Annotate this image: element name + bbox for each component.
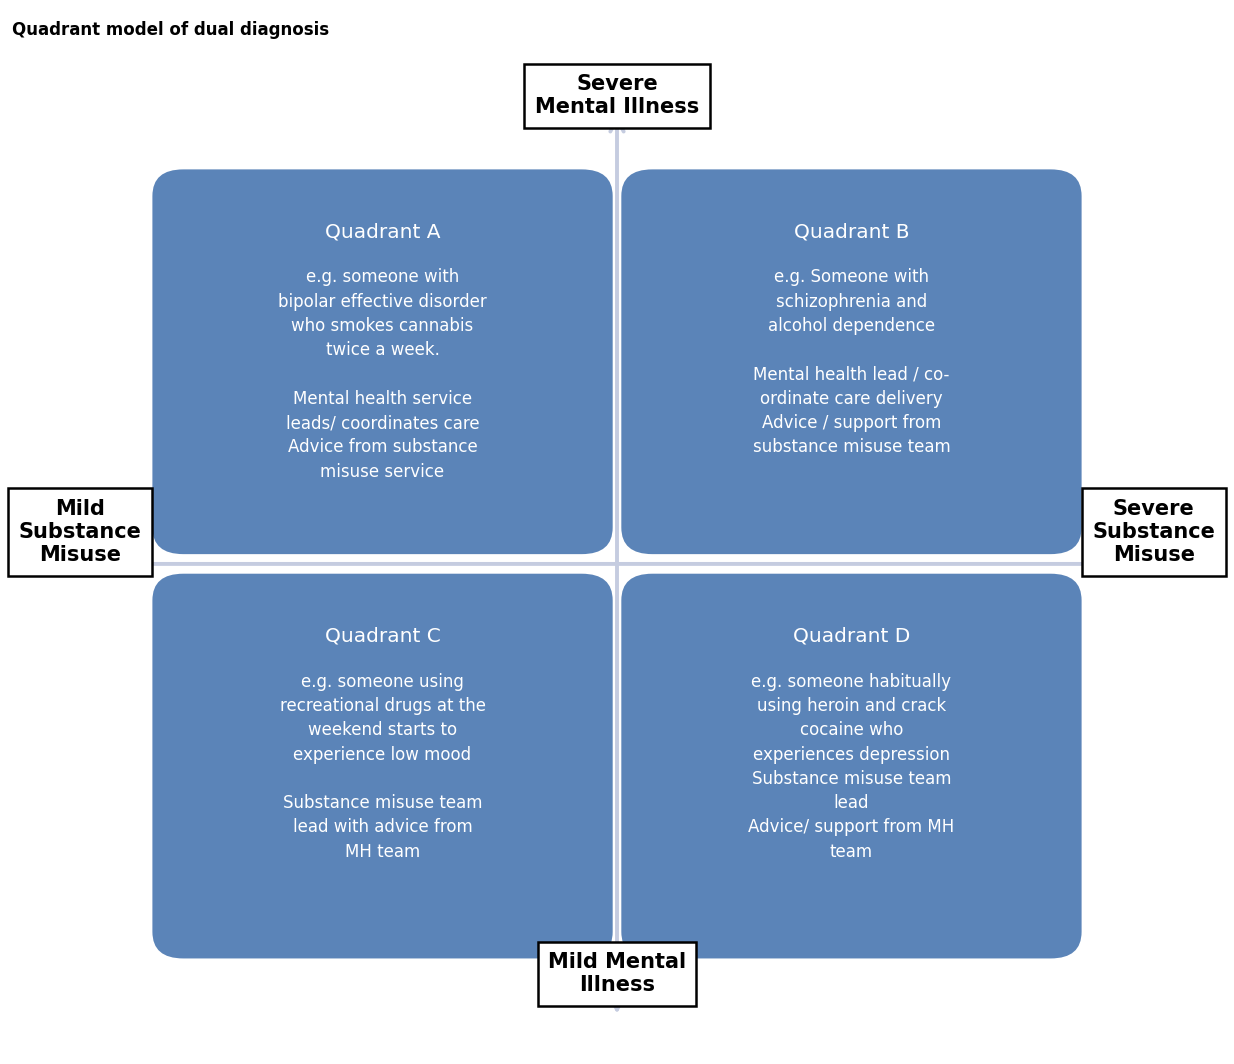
FancyBboxPatch shape (621, 169, 1081, 554)
Text: Quadrant D: Quadrant D (792, 627, 911, 646)
Text: Severe
Substance
Misuse: Severe Substance Misuse (1092, 499, 1215, 565)
Text: Quadrant model of dual diagnosis: Quadrant model of dual diagnosis (12, 21, 329, 39)
Text: Mild Mental
Illness: Mild Mental Illness (548, 952, 686, 995)
Text: Mild
Substance
Misuse: Mild Substance Misuse (19, 499, 142, 565)
Text: Quadrant C: Quadrant C (325, 627, 441, 646)
FancyBboxPatch shape (621, 573, 1081, 959)
Text: e.g. someone using
recreational drugs at the
weekend starts to
experience low mo: e.g. someone using recreational drugs at… (280, 672, 485, 861)
Text: Quadrant A: Quadrant A (325, 222, 441, 242)
Text: e.g. someone with
bipolar effective disorder
who smokes cannabis
twice a week.

: e.g. someone with bipolar effective diso… (278, 268, 487, 481)
Text: Severe
Mental Illness: Severe Mental Illness (534, 74, 700, 117)
Text: Quadrant B: Quadrant B (793, 222, 909, 242)
Text: e.g. someone habitually
using heroin and crack
cocaine who
experiences depressio: e.g. someone habitually using heroin and… (748, 672, 955, 861)
Text: e.g. Someone with
schizophrenia and
alcohol dependence

Mental health lead / co-: e.g. Someone with schizophrenia and alco… (753, 268, 950, 456)
FancyBboxPatch shape (153, 169, 612, 554)
FancyBboxPatch shape (153, 573, 612, 959)
